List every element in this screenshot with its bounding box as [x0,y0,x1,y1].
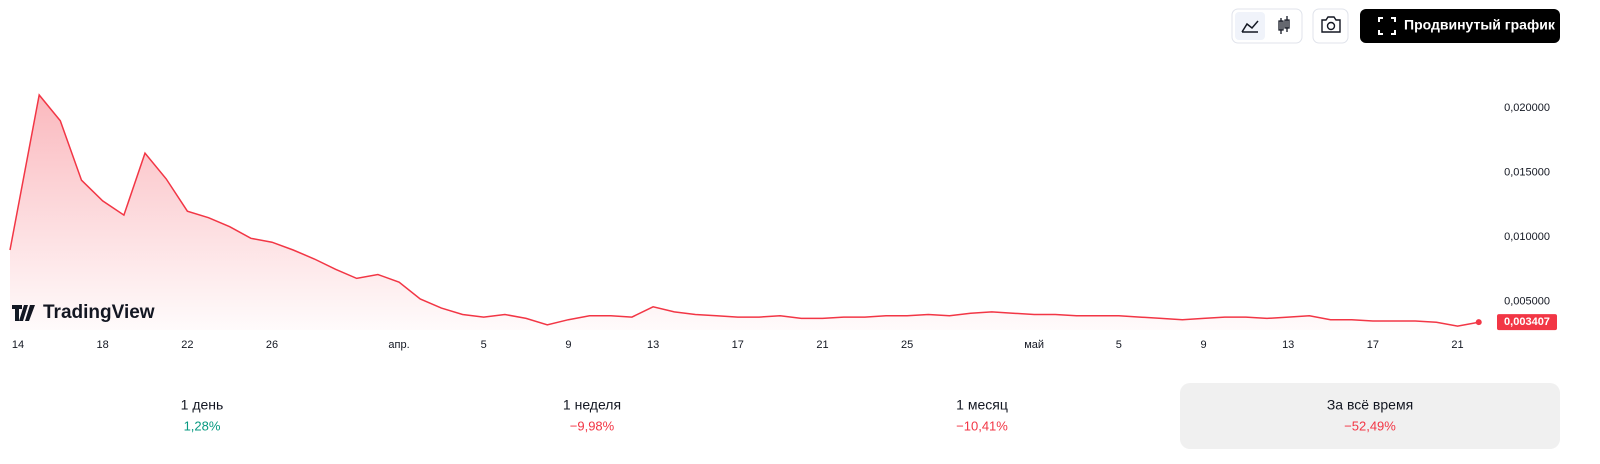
expand-icon [1378,17,1396,35]
advanced-chart-button[interactable] [1360,9,1560,43]
period-change: −10,41% [956,418,1008,433]
period-change: −9,98% [570,418,615,433]
selected-period-bg [1180,383,1560,449]
periods: 1 день 1,28% 1 неделя −9,98% 1 месяц −10,41% З… [181,397,1413,434]
logo-text: TradingView [43,302,155,323]
camera-lens [1326,21,1336,31]
period-name[interactable]: 1 неделя [563,397,621,413]
x-tick-label: 21 [1451,339,1463,351]
x-tick-label: 13 [1282,339,1294,351]
x-tick-label: 18 [97,339,109,351]
x-tick-label: 9 [565,339,571,351]
area [10,95,1479,330]
x-tick-label: 9 [1200,339,1206,351]
x-tick-label: 17 [1367,339,1379,351]
x-tick-label: 21 [816,339,828,351]
period-name[interactable]: 1 месяц [956,397,1008,413]
x-tick-label: 26 [266,339,278,351]
x-tick-label: 17 [732,339,744,351]
x-tick-label: апр. [388,339,409,351]
last-point [1475,319,1482,326]
screenshot-button[interactable] [1312,8,1349,44]
period-name[interactable]: 1 день [181,397,224,413]
candle-icon[interactable] [1278,16,1290,34]
price-tag-label: 0,003407 [1504,316,1550,328]
x-tick-label: 25 [901,339,913,351]
x-tick-label: 13 [647,339,659,351]
x-tick-label: 5 [481,339,487,351]
x-tick-label: 14 [12,339,24,351]
y-tick-label: 0,005000 [1504,296,1550,308]
chart: 0,005000 0,010000 0,015000 0,020000 0,003407… [9,93,1557,351]
chart-type-group [1231,8,1303,44]
camera-icon [1321,16,1341,33]
y-tick-label: 0,020000 [1504,102,1550,114]
button-label: Продвинутый график [1404,17,1556,33]
x-tick-label: 5 [1116,339,1122,351]
period-change: −52,49% [1344,418,1396,433]
price-line [9,93,1479,327]
x-tick-label: 22 [181,339,193,351]
period-change: 1,28% [184,418,221,433]
y-tick-label: 0,015000 [1504,166,1550,178]
period-name[interactable]: За всё время [1327,397,1413,413]
line-icon [1241,20,1259,33]
price-tag [1497,314,1557,331]
logo-icon [12,305,35,321]
y-tick-label: 0,010000 [1504,231,1550,243]
x-tick-label: май [1024,339,1044,351]
